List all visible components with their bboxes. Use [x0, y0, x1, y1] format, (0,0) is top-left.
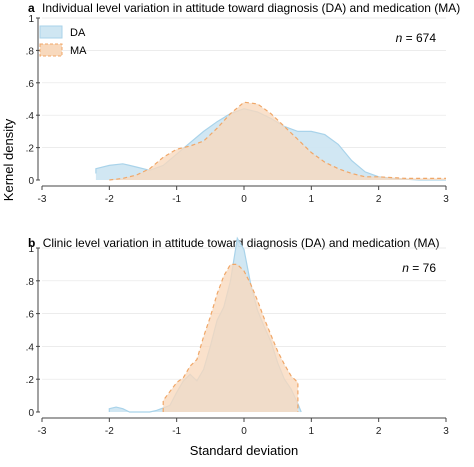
- panel-b: b Clinic level variation in attitude tow…: [26, 236, 450, 437]
- panel-a-y-tick-label: 1: [28, 14, 34, 25]
- legend: DA MA: [39, 25, 87, 57]
- panel-b-n-value: = 76: [409, 261, 436, 275]
- panel-a-x-tick-label: 1: [309, 194, 315, 205]
- panel-a-y-tick-label: .4: [26, 111, 35, 122]
- panel-a-y-tick-label: .2: [26, 144, 35, 155]
- panel-a-ma-line: [109, 101, 446, 181]
- panel-b-plot: 0 .2 .4 .6 .8 1 -3 -2 -1 0 1 2 3: [26, 236, 449, 437]
- panel-a-title: a Individual level variation in attitude…: [28, 1, 460, 15]
- panel-b-y-tick-label: 1: [28, 244, 34, 255]
- panel-a: a Individual level variation in attitude…: [26, 1, 461, 205]
- panel-a-x-tick-label: -1: [172, 194, 181, 205]
- panel-a-n-symbol: n: [396, 31, 403, 45]
- panel-b-x-tick-label: -1: [172, 426, 181, 437]
- panel-a-sample-size: n = 674: [396, 31, 437, 45]
- panel-b-y-tick-label: .2: [26, 375, 35, 386]
- legend-ma-label: MA: [70, 45, 87, 57]
- y-axis-label: Kernel density: [1, 118, 16, 201]
- panel-a-title-text: Individual level variation in attitude t…: [42, 1, 460, 15]
- panel-b-x-tick-label: 1: [309, 426, 315, 437]
- panel-b-x-tick-label: 2: [376, 426, 382, 437]
- panel-b-x-tick-label: -3: [38, 426, 47, 437]
- panel-b-ma-line: [162, 263, 299, 412]
- legend-da-label: DA: [70, 27, 86, 39]
- legend-ma-swatch: [39, 43, 63, 57]
- panel-a-n-value: = 674: [402, 31, 436, 45]
- legend-da-swatch: [39, 25, 63, 39]
- panel-b-y-tick-label: .6: [26, 310, 35, 321]
- panel-a-y-tick-label: 0: [28, 176, 34, 187]
- panel-a-y-tick-label: .6: [26, 79, 35, 90]
- panel-b-n-symbol: n: [402, 261, 409, 275]
- panel-b-y-tick-label: .4: [26, 342, 35, 353]
- panel-a-ma-area: [109, 102, 447, 180]
- panel-a-x-tick-label: -3: [38, 194, 47, 205]
- panel-a-x-tick-label: -2: [105, 194, 114, 205]
- panel-b-ma-area: [163, 264, 298, 412]
- panel-b-sample-size: n = 76: [402, 261, 436, 275]
- panel-b-x-tick-label: 0: [241, 426, 247, 437]
- panel-a-x-tick-label: 0: [241, 194, 247, 205]
- panel-b-y-tick-label: .8: [26, 277, 35, 288]
- panel-b-x-tick-label: 3: [443, 426, 449, 437]
- panel-b-title: b Clinic level variation in attitude tow…: [28, 236, 440, 250]
- panel-a-x-tick-label: 3: [443, 194, 449, 205]
- panel-b-x-tick-label: -2: [105, 426, 114, 437]
- panel-a-letter: a: [28, 1, 35, 15]
- panel-a-plot: 0 .2 .4 .6 .8 1 -3 -2 -1 0 1 2 3: [26, 14, 450, 205]
- panel-a-x-tick-label: 2: [376, 194, 382, 205]
- panel-b-title-text: Clinic level variation in attitude towar…: [43, 236, 440, 250]
- panel-b-letter: b: [28, 236, 35, 250]
- panel-b-y-tick-label: 0: [28, 408, 34, 419]
- panel-a-y-tick-label: .8: [26, 46, 35, 57]
- x-axis-label: Standard deviation: [190, 443, 298, 458]
